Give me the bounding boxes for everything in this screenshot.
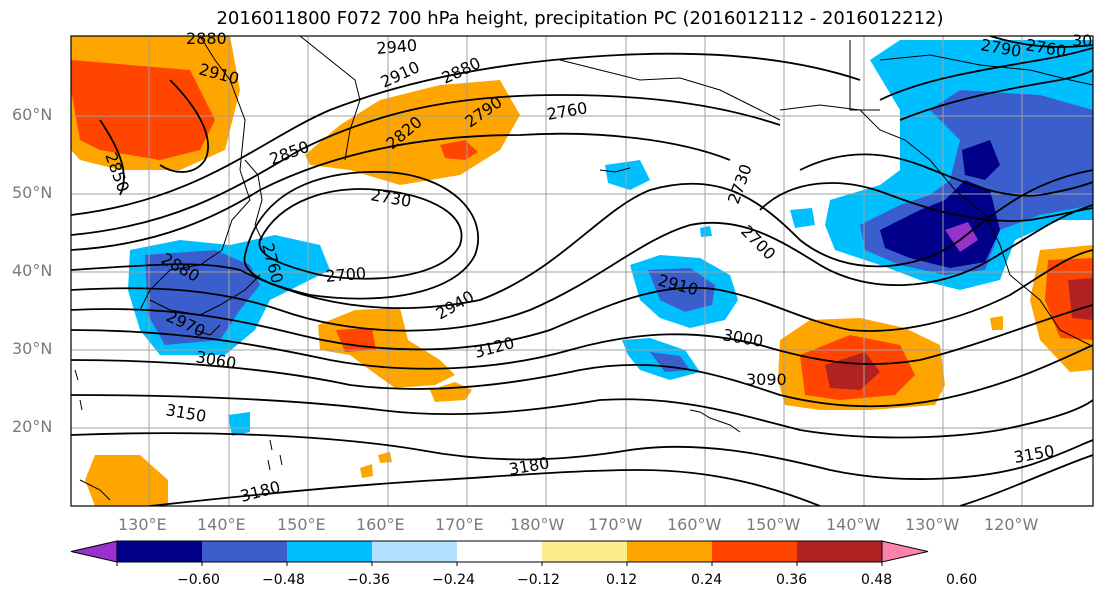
- lon-tick: 120°W: [984, 515, 1039, 534]
- colorbar-swatch: [287, 541, 372, 562]
- contour-label: 3000: [721, 325, 764, 351]
- contour-label: 2700: [737, 221, 779, 263]
- map-frame: [70, 35, 1094, 507]
- colorbar-frame: [116, 540, 883, 563]
- colorbar-swatch: [457, 541, 542, 562]
- lon-tick: 130°W: [905, 515, 960, 534]
- contour-label: 2700: [325, 264, 367, 286]
- height-contours: [71, 36, 1093, 506]
- graticule: [71, 36, 1093, 506]
- colorbar-tick: −0.60: [177, 572, 220, 588]
- contour-label: 3180: [238, 477, 282, 506]
- lat-tick: 60°N: [12, 105, 53, 124]
- contour-label: 2760: [545, 98, 588, 124]
- contour-label: 30: [1072, 31, 1092, 50]
- contour-label: 3120: [472, 333, 516, 362]
- colorbar-tick: −0.12: [517, 572, 560, 588]
- lat-tick: 20°N: [12, 417, 53, 436]
- lon-tick: 150°W: [746, 515, 801, 534]
- colorbar-swatch: [117, 541, 202, 562]
- lon-tick: 180°W: [510, 515, 565, 534]
- colorbar: [70, 540, 929, 566]
- contour-label: 3150: [1012, 441, 1055, 467]
- colorbar-swatch: [627, 541, 712, 562]
- colorbar-extend-min: [70, 540, 118, 563]
- colorbar-swatch: [372, 541, 457, 562]
- lat-tick: 50°N: [12, 183, 53, 202]
- colorbar-swatch: [202, 541, 287, 562]
- contour-label: 2850: [267, 137, 312, 169]
- map-title: 2016011800 F072 700 hPa height, precipit…: [216, 8, 944, 29]
- colorbar-tick: 0.12: [606, 572, 638, 588]
- colorbar-extend-max: [881, 540, 929, 563]
- contour-label: 2880: [186, 29, 227, 48]
- contour-label: 2940: [433, 287, 478, 324]
- lon-tick: 150°E: [277, 515, 326, 534]
- colorbar-tick: 0.48: [861, 572, 893, 588]
- contour-label: 3150: [164, 400, 207, 426]
- lon-tick: 170°W: [588, 515, 643, 534]
- lon-tick: 140°E: [197, 515, 246, 534]
- colorbar-tick: −0.36: [347, 572, 390, 588]
- contour-label: 3090: [746, 370, 787, 389]
- colorbar-tick: 0.24: [691, 572, 723, 588]
- lon-tick: 140°W: [826, 515, 881, 534]
- lat-tick: 30°N: [12, 339, 53, 358]
- lon-tick: 130°E: [118, 515, 167, 534]
- colorbar-swatch: [797, 541, 882, 562]
- contour-label: 2940: [376, 36, 418, 58]
- contour-label: 3060: [194, 347, 237, 373]
- contour-label: 2730: [369, 185, 412, 211]
- colorbar-swatch: [712, 541, 797, 562]
- contour-label: 3180: [507, 453, 550, 479]
- coastlines: [74, 36, 1093, 501]
- colorbar-tick: −0.24: [432, 572, 475, 588]
- colorbar-tick: 0.60: [946, 572, 978, 588]
- colorbar-tick: 0.36: [776, 572, 808, 588]
- colorbar-tick: −0.48: [262, 572, 305, 588]
- colorbar-swatch: [542, 541, 627, 562]
- lon-tick: 160°E: [356, 515, 405, 534]
- lon-tick: 160°W: [667, 515, 722, 534]
- lon-tick: 170°E: [435, 515, 484, 534]
- lat-tick: 40°N: [12, 261, 53, 280]
